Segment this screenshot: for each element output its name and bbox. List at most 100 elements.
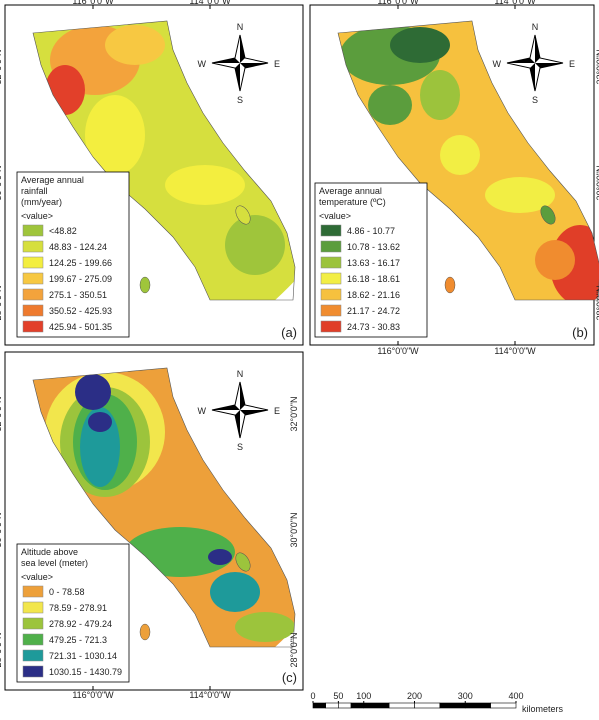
compass-letter: N: [532, 22, 539, 32]
lat-label: 32°0'0"N: [0, 49, 3, 84]
lat-label: 30°0'0"N: [0, 512, 3, 547]
legend-swatch: [22, 585, 44, 598]
legend-label: 24.73 - 30.83: [347, 322, 400, 332]
scale-label: 100: [356, 691, 371, 701]
zone: [368, 85, 412, 125]
legend-label: 124.25 - 199.66: [49, 258, 112, 268]
lon-label: 116°0'0"W: [377, 0, 419, 6]
lat-label: 28°0'0"N: [0, 285, 3, 320]
panel-letter: (a): [281, 325, 297, 340]
island: [139, 623, 151, 641]
legend-title: temperature (ºC): [319, 197, 386, 207]
legend-label: 199.67 - 275.09: [49, 274, 112, 284]
zone: [210, 572, 260, 612]
scale-segment: [490, 702, 517, 709]
lat-label: 30°0'0"N: [0, 165, 3, 200]
compass-letter: E: [569, 59, 575, 69]
scale-segment: [388, 702, 415, 709]
island: [444, 276, 456, 294]
scale-segment: [338, 702, 352, 709]
panel-letter: (c): [282, 670, 297, 685]
island: [235, 552, 251, 572]
lat-label: 30°0'0"N: [289, 512, 299, 547]
zone: [440, 135, 480, 175]
zone: [165, 165, 245, 205]
legend-label: 13.63 - 16.17: [347, 258, 400, 268]
legend-swatch: [320, 256, 342, 269]
lat-label: 30°0'0"N: [595, 165, 599, 200]
legend-title: rainfall: [21, 186, 48, 196]
lat-label: 28°0'0"N: [0, 632, 3, 667]
legend-title: Average annual: [319, 186, 382, 196]
legend-label: 479.25 - 721.3: [49, 635, 107, 645]
legend-swatch: [22, 288, 44, 301]
map-fill: [33, 368, 295, 647]
legend-swatch: [22, 617, 44, 630]
legend-label: 278.92 - 479.24: [49, 619, 112, 629]
island: [540, 205, 556, 225]
scale-segment: [325, 702, 339, 709]
legend-label: 0 - 78.58: [49, 587, 85, 597]
legend-swatch: [320, 304, 342, 317]
lon-label: 116°0'0"W: [72, 690, 114, 700]
lat-label: 28°0'0"N: [595, 285, 599, 320]
lon-label: 114°0'0"W: [494, 346, 536, 356]
legend-label: 21.17 - 24.72: [347, 306, 400, 316]
legend-swatch: [22, 601, 44, 614]
lon-label: 114°0'0"W: [189, 0, 231, 6]
lat-label: 32°0'0"N: [595, 49, 599, 84]
lon-label: 114°0'0"W: [494, 0, 536, 6]
compass-letter: N: [237, 22, 244, 32]
coastline: [32, 20, 296, 301]
island: [235, 205, 251, 225]
scale-label: 0: [310, 691, 315, 701]
legend-swatch: [320, 272, 342, 285]
panel-letter: (b): [572, 325, 588, 340]
lon-label: 116°0'0"W: [72, 0, 114, 6]
legend-label: 425.94 - 501.35: [49, 322, 112, 332]
legend-label: <48.82: [49, 226, 77, 236]
legend-swatch: [22, 320, 44, 333]
compass-letter: S: [237, 442, 243, 452]
legend-subtitle: <value>: [21, 211, 53, 221]
legend-label: 4.86 - 10.77: [347, 226, 395, 236]
legend-swatch: [22, 649, 44, 662]
zone: [88, 412, 112, 432]
compass-star-dark: [507, 35, 563, 91]
lon-label: 114°0'0"W: [189, 690, 231, 700]
scale-label: 400: [508, 691, 523, 701]
legend-label: 275.1 - 350.51: [49, 290, 107, 300]
lat-label: 28°0'0"N: [289, 632, 299, 667]
scale-segment: [363, 702, 390, 709]
map-fill: [338, 21, 599, 300]
legend-title: Average annual: [21, 175, 84, 185]
zone: [225, 215, 285, 275]
zone: [390, 27, 450, 63]
scale-segment: [464, 702, 491, 709]
scale-label: 300: [458, 691, 473, 701]
map-fill: [33, 21, 295, 300]
zone: [485, 177, 555, 213]
lon-label: 116°0'0"W: [377, 346, 419, 356]
compass-star-dark: [212, 382, 268, 438]
legend-swatch: [22, 665, 44, 678]
zone: [75, 374, 111, 410]
legend-swatch: [22, 272, 44, 285]
island: [139, 276, 151, 294]
compass-letter: E: [274, 59, 280, 69]
legend-label: 16.18 - 18.61: [347, 274, 400, 284]
legend-swatch: [22, 240, 44, 253]
legend-swatch: [22, 224, 44, 237]
scale-segment: [350, 702, 365, 709]
legend-label: 1030.15 - 1430.79: [49, 667, 122, 677]
coastline: [337, 20, 599, 301]
compass-letter: W: [198, 406, 207, 416]
zone: [235, 612, 295, 642]
zone: [535, 240, 575, 280]
legend-swatch: [22, 256, 44, 269]
scale-segment: [312, 702, 326, 709]
legend-swatch: [320, 224, 342, 237]
